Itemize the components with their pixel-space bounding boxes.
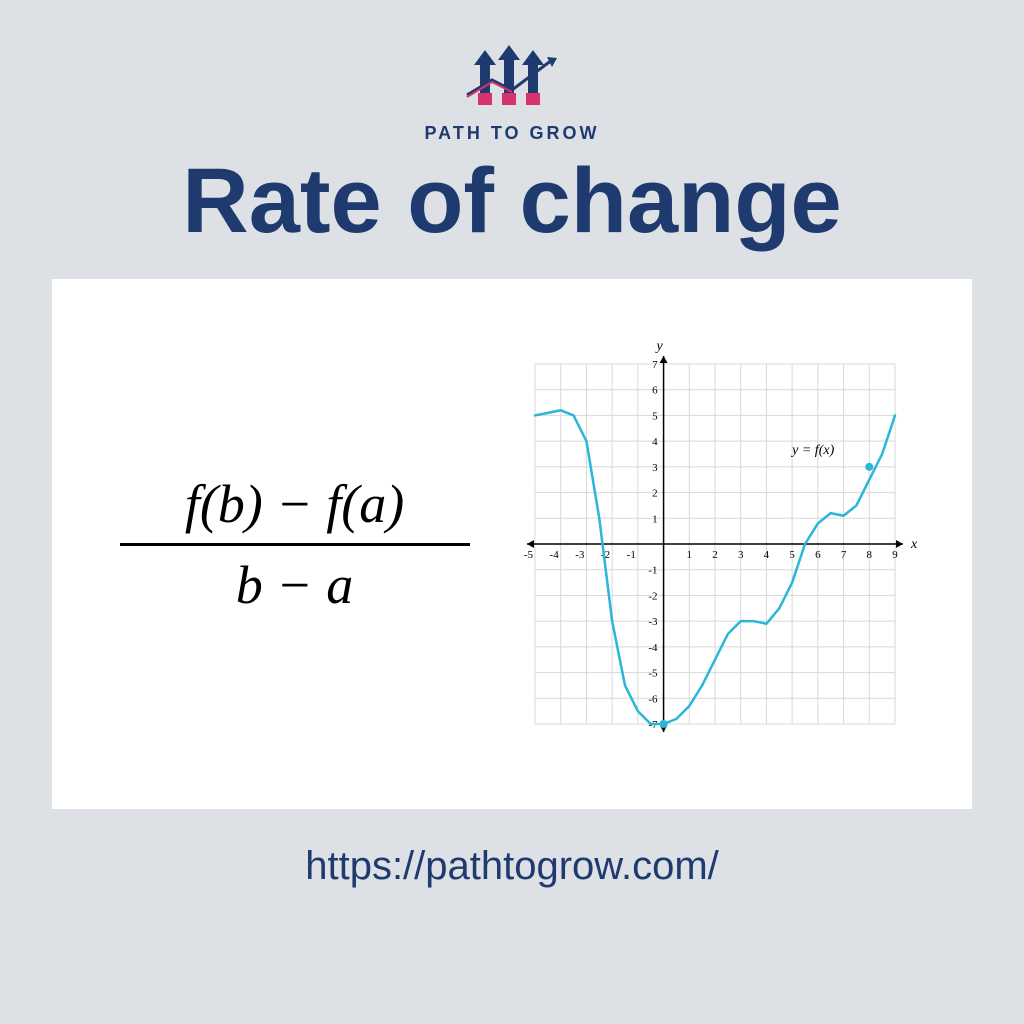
svg-text:2: 2	[712, 549, 718, 561]
svg-text:3: 3	[737, 549, 743, 561]
page-title: Rate of change	[182, 149, 841, 254]
footer-link[interactable]: https://pathtogrow.com/	[305, 844, 719, 889]
svg-text:-2: -2	[648, 590, 657, 602]
svg-text:9: 9	[892, 549, 898, 561]
function-chart: -5-4-3-2-1123456789-7-6-5-4-3-2-11234567…	[505, 334, 925, 754]
svg-text:4: 4	[763, 549, 769, 561]
svg-text:-5: -5	[648, 668, 658, 680]
svg-text:6: 6	[652, 385, 658, 397]
header: PATH TO GROW Rate of change	[0, 0, 1024, 254]
svg-text:1: 1	[652, 513, 658, 525]
logo-text: PATH TO GROW	[425, 123, 600, 144]
svg-text:7: 7	[652, 359, 658, 371]
rate-of-change-formula: f(b) − f(a) b − a	[100, 473, 470, 616]
svg-text:-5: -5	[523, 549, 533, 561]
svg-text:-4: -4	[549, 549, 559, 561]
formula-denominator: b − a	[236, 546, 353, 616]
logo-icon	[452, 45, 572, 115]
svg-text:3: 3	[652, 462, 658, 474]
content-panel: f(b) − f(a) b − a -5-4-3-2-1123456789-7-…	[52, 279, 972, 809]
svg-text:-1: -1	[626, 549, 635, 561]
svg-text:-3: -3	[575, 549, 585, 561]
formula-numerator: f(b) − f(a)	[185, 473, 404, 543]
svg-text:-6: -6	[648, 693, 658, 705]
svg-text:-3: -3	[648, 616, 658, 628]
svg-text:-4: -4	[648, 642, 658, 654]
svg-text:2: 2	[652, 488, 658, 500]
svg-text:7: 7	[840, 549, 846, 561]
logo: PATH TO GROW	[425, 45, 600, 144]
svg-text:1: 1	[686, 549, 692, 561]
svg-text:5: 5	[789, 549, 795, 561]
svg-text:4: 4	[652, 436, 658, 448]
svg-text:-1: -1	[648, 565, 657, 577]
svg-text:8: 8	[866, 549, 872, 561]
svg-text:x: x	[910, 537, 918, 552]
svg-text:y: y	[654, 339, 663, 354]
svg-text:5: 5	[652, 410, 658, 422]
svg-text:6: 6	[815, 549, 821, 561]
svg-text:y = f(x): y = f(x)	[790, 443, 834, 458]
